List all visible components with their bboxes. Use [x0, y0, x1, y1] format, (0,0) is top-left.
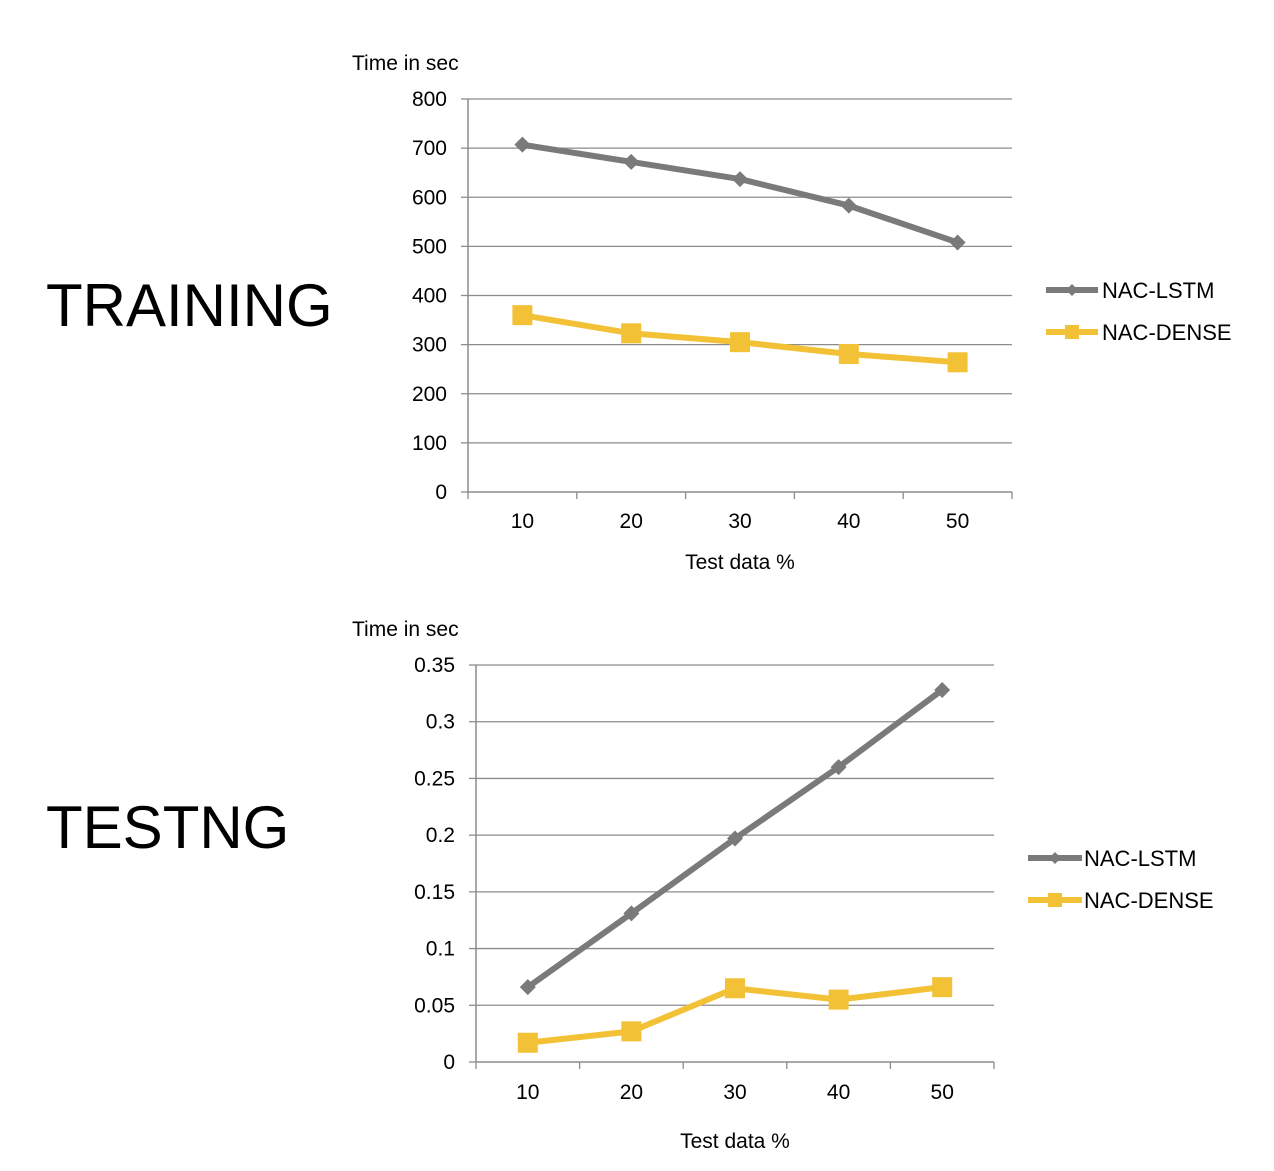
training-nac-lstm-point [949, 234, 966, 251]
testing-y-tick-label: 0.25 [414, 767, 455, 790]
testing-y-axis-title: Time in sec [352, 618, 459, 641]
testing-x-tick-label: 20 [620, 1081, 643, 1104]
training-y-tick-label: 600 [412, 186, 447, 209]
testing-legend-nac-dense-label: NAC-DENSE [1084, 888, 1214, 913]
testing-legend-nac-lstm-label: NAC-LSTM [1084, 846, 1196, 871]
testing-x-tick-label: 50 [931, 1081, 954, 1104]
training-nac-dense-point [838, 343, 859, 364]
training-y-tick-label: 100 [412, 432, 447, 455]
training-legend-nac-dense-marker [1065, 325, 1079, 339]
training-x-tick-label: 50 [946, 510, 969, 533]
training-x-tick-label: 30 [728, 510, 751, 533]
training-y-tick-label: 200 [412, 383, 447, 406]
training-nac-lstm-point [840, 197, 857, 214]
testing-nac-dense-point [828, 989, 849, 1010]
training-x-axis-title: Test data % [685, 551, 795, 574]
testing-chart: TESTNG Time in sec 0 0.05 0.1 0.15 0.2 0.25 0.3 0… [46, 618, 1214, 1153]
training-y-tick-label: 500 [412, 235, 447, 258]
training-y-tick-label: 800 [412, 88, 447, 111]
testing-nac-lstm-point [519, 979, 536, 996]
training-legend-nac-dense-label: NAC-DENSE [1102, 320, 1232, 345]
training-nac-lstm-line [519, 141, 961, 246]
testing-section-label: TESTNG [46, 794, 289, 861]
testing-nac-lstm-point [623, 905, 640, 922]
training-x-tick-label: 40 [837, 510, 860, 533]
testing-nac-lstm-point [830, 759, 847, 776]
testing-x-axis-title: Test data % [680, 1130, 790, 1153]
training-nac-lstm-point [514, 136, 531, 153]
training-y-tick-label: 400 [412, 285, 447, 308]
testing-legend-nac-dense-marker [1048, 893, 1062, 907]
training-y-axis-title: Time in sec [352, 52, 459, 75]
training-nac-dense-point [730, 332, 750, 353]
training-legend-nac-lstm-label: NAC-LSTM [1102, 278, 1214, 303]
training-y-tick-label: 300 [412, 334, 447, 357]
training-nac-lstm-point [623, 153, 640, 170]
testing-y-tick-label: 0.15 [414, 881, 455, 904]
testing-y-tick-label: 0.1 [426, 938, 455, 961]
testing-nac-dense-point [725, 978, 745, 999]
training-legend-nac-lstm-marker [1066, 284, 1078, 296]
testing-nac-dense-point [932, 977, 953, 998]
testing-nac-lstm-point [934, 681, 951, 698]
testing-y-tick-label: 0.35 [414, 654, 455, 677]
testing-x-tick-label: 10 [516, 1081, 539, 1104]
testing-legend-nac-lstm-marker [1049, 852, 1061, 864]
testing-y-tick-label: 0.05 [414, 994, 455, 1017]
testing-nac-lstm-point [727, 830, 743, 847]
testing-nac-dense-point [517, 1032, 538, 1053]
training-nac-lstm-point [732, 171, 748, 188]
training-nac-dense-point [512, 305, 533, 326]
testing-x-tick-label: 30 [723, 1081, 746, 1104]
testing-y-tick-label: 0 [443, 1051, 455, 1074]
training-y-tick-label: 700 [412, 137, 447, 160]
testing-y-tick-label: 0.3 [426, 711, 455, 734]
testing-x-tick-label: 40 [827, 1081, 850, 1104]
training-x-tick-label: 10 [511, 510, 534, 533]
training-chart: TRAINING Time in sec 0 100 200 300 400 500 600 70… [46, 52, 1232, 574]
training-x-tick-label: 20 [620, 510, 643, 533]
training-section-label: TRAINING [46, 272, 333, 339]
training-nac-dense-point [621, 323, 642, 344]
training-nac-dense-point [947, 352, 968, 373]
testing-y-tick-label: 0.2 [426, 824, 455, 847]
training-y-tick-label: 0 [435, 481, 447, 504]
testing-nac-dense-point [621, 1021, 642, 1042]
